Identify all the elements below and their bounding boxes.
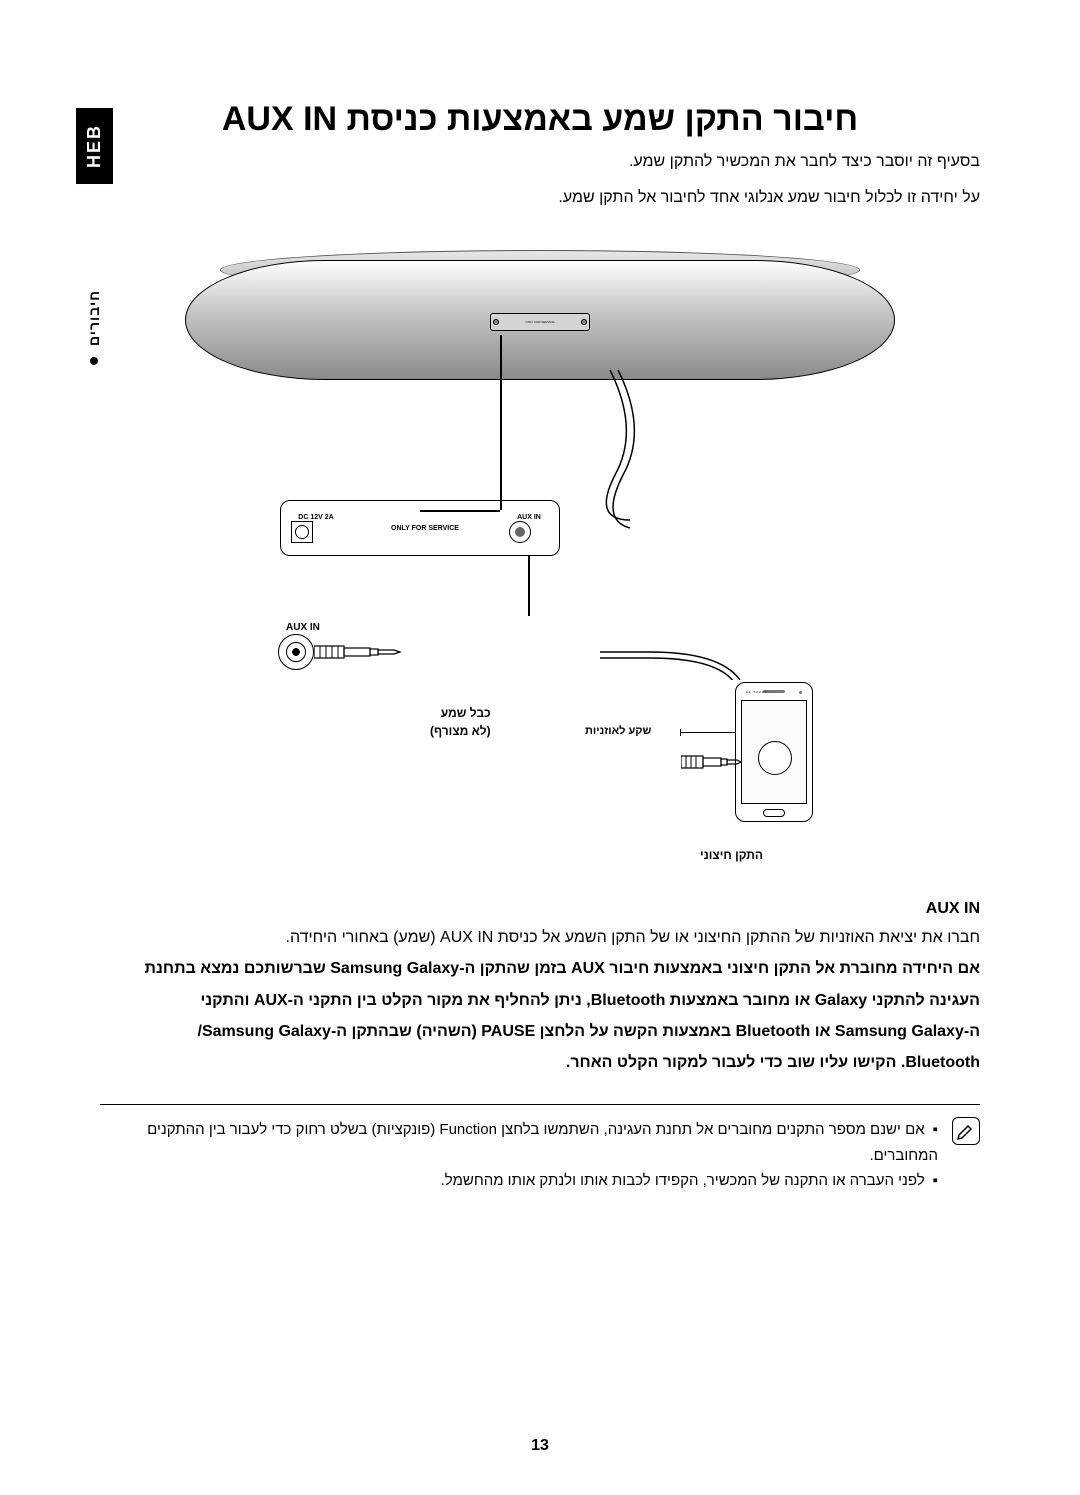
headphone-callout-line (680, 732, 738, 733)
note-item-2: לפני העברה או התקנה של המכשיר, הקפידו לכ… (100, 1168, 938, 1194)
note-block: אם ישנם מספר התקנים מחוברים אל תחנת העגי… (100, 1104, 980, 1194)
note-item-1: אם ישנם מספר התקנים מחוברים אל תחנת העגי… (100, 1117, 938, 1168)
body-paragraph-1: חברו את יציאת האוזניות של ההתקן החיצוני … (100, 924, 980, 951)
aux-jack-icon (509, 521, 531, 543)
aux-plug-body (314, 644, 404, 660)
body-bold-4: Bluetooth. הקישו עליו שוב כדי לעבור למקו… (100, 1049, 980, 1076)
note-icon (952, 1117, 980, 1145)
diagram: ONLY FOR SERVICE DC 12V 2A ONLY FOR SERV… (130, 240, 950, 890)
page-title: חיבור התקן שמע באמצעות כניסת AUX IN (100, 100, 980, 139)
dc-label: DC 12V 2A (291, 514, 341, 521)
aux-label: AUX IN (509, 514, 549, 521)
phone-headphone-jack (758, 741, 792, 775)
phone-camera-dot (799, 691, 802, 694)
aux-plug (278, 634, 314, 670)
external-device-phone: ●● 6ZZZZ (735, 682, 813, 822)
cable-label: כבל שמע (לא מצורף) (430, 704, 491, 740)
phone-home-button (763, 809, 785, 817)
aux-in-plug-label: AUX IN (286, 622, 320, 633)
phone-top-dots: ●● 6ZZZZ (746, 690, 767, 694)
speaker-rear-panel: ONLY FOR SERVICE (490, 313, 590, 331)
intro-line-2: על יחידה זו לכלול חיבור שמע אנלוגי אחד ל… (100, 185, 980, 211)
body-bold-2: העגינה להתקני Galaxy או מחובר באמצעות Bl… (100, 987, 980, 1014)
mini-plug (681, 755, 741, 774)
intro-line-1: בסעיף זה יוסבר כיצד לחבר את המכשיר להתקן… (100, 149, 980, 175)
leader-line (500, 335, 502, 510)
cable-leader (528, 556, 530, 616)
rear-panel-closeup: DC 12V 2A ONLY FOR SERVICE AUX IN (280, 500, 560, 556)
service-label: ONLY FOR SERVICE (351, 525, 499, 532)
body-bold-3: ה-Samsung Galaxy או Bluetooth באמצעות הק… (100, 1018, 980, 1045)
audio-cable (600, 370, 800, 680)
aux-jack-small (581, 319, 587, 325)
note-list: אם ישנם מספר התקנים מחוברים אל תחנת העגי… (100, 1117, 980, 1194)
page-number: 13 (0, 1437, 1080, 1455)
dc-jack-small (493, 319, 499, 325)
headphone-callout: שקע לאוזניות (585, 725, 651, 737)
body-bold-1: אם היחידה מחוברת אל התקן חיצוני באמצעות … (100, 955, 980, 982)
cable-label-line2: (לא מצורף) (430, 724, 491, 738)
aux-plug-ring (278, 634, 314, 670)
side-bullet (90, 357, 98, 365)
service-label-small: ONLY FOR SERVICE (501, 320, 579, 324)
cable-label-line1: כבל שמע (441, 706, 491, 720)
aux-in-heading: AUX IN (100, 900, 980, 918)
external-device-label: התקן חיצוני (700, 848, 763, 862)
dc-jack-icon (291, 521, 313, 543)
